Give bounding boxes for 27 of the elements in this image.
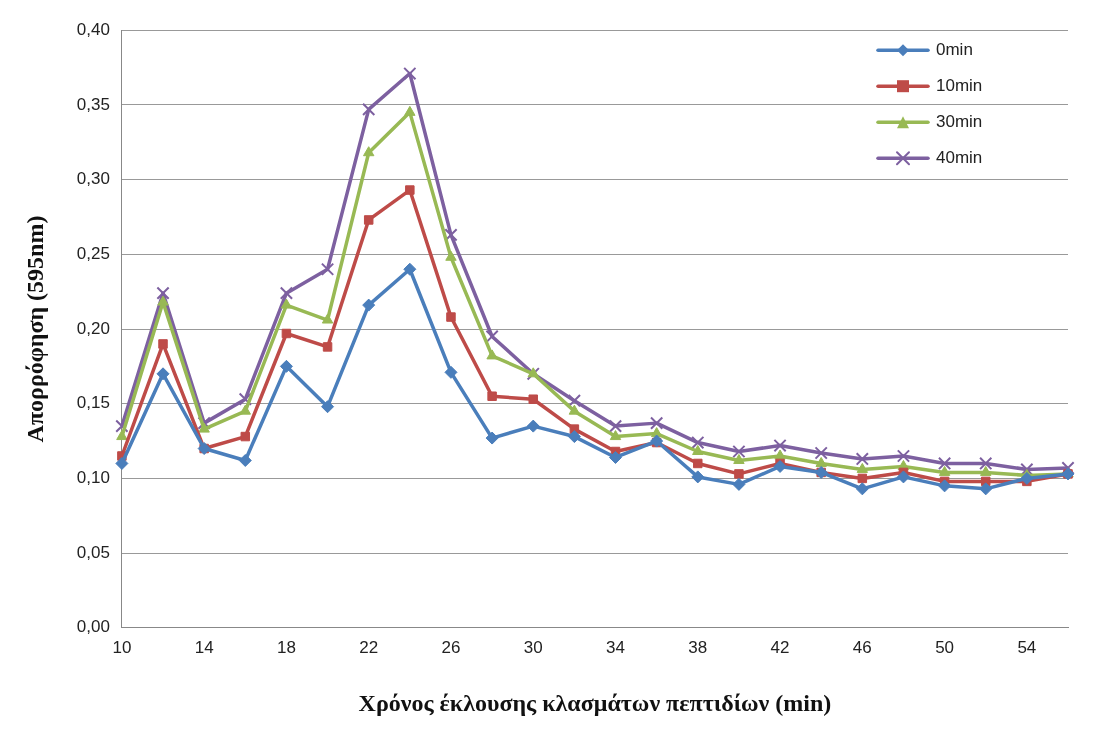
legend-label: 10min — [936, 75, 983, 95]
y-tick-label: 0,00 — [76, 617, 110, 637]
x-tick-label: 34 — [606, 637, 625, 657]
x-tick-label: 50 — [935, 637, 955, 657]
y-tick-label: 0,40 — [76, 19, 110, 39]
x-tick-label: 42 — [770, 637, 790, 657]
x-tick-label: 46 — [852, 637, 872, 657]
y-tick-label: 0,35 — [76, 94, 110, 114]
x-tick-label: 22 — [359, 637, 379, 657]
y-axis-title: Απορρόφηση (595nm) — [21, 215, 48, 443]
y-tick-label: 0,05 — [76, 542, 110, 562]
legend-label: 30min — [936, 111, 983, 131]
x-tick-label: 54 — [1017, 637, 1037, 657]
x-tick-label: 38 — [688, 637, 708, 657]
legend-label: 40min — [936, 147, 983, 167]
y-tick-label: 0,25 — [76, 243, 110, 263]
y-tick-label: 0,10 — [76, 468, 110, 488]
legend-label: 0min — [936, 39, 973, 59]
y-tick-label: 0,15 — [76, 393, 110, 413]
x-tick-label: 26 — [441, 637, 461, 657]
y-tick-label: 0,20 — [76, 318, 110, 338]
x-tick-label: 10 — [112, 637, 132, 657]
x-tick-label: 18 — [276, 637, 296, 657]
x-tick-label: 30 — [523, 637, 543, 657]
x-axis-title: Χρόνος έκλουσης κλασμάτων πεπτιδίων (min) — [358, 689, 832, 716]
x-tick-label: 14 — [194, 637, 214, 657]
y-tick-label: 0,30 — [76, 169, 110, 189]
